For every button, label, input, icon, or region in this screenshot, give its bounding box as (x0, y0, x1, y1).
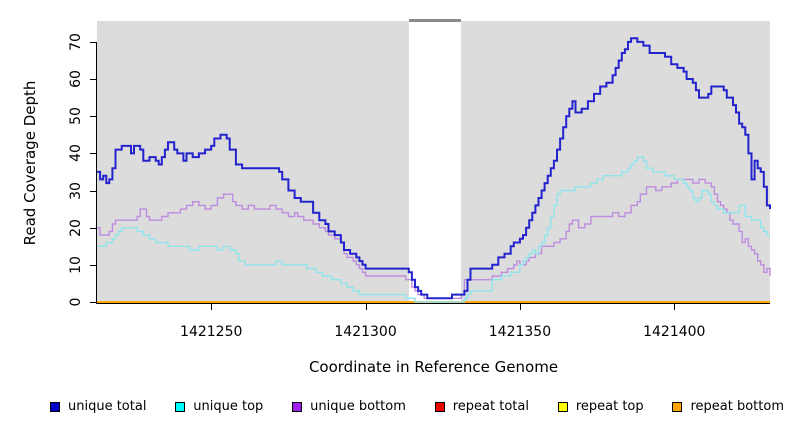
y-tick (90, 153, 96, 155)
y-tick (90, 190, 96, 192)
y-tick-label: 20 (68, 218, 84, 237)
y-tick (90, 264, 96, 266)
y-tick-label: 60 (68, 70, 84, 88)
legend-label: unique total (68, 399, 147, 414)
legend-swatch-icon (50, 401, 60, 412)
legend-item-repeat-total: repeat total (434, 399, 529, 414)
y-axis-title: Read Coverage Depth (21, 80, 39, 246)
y-tick-label: 50 (68, 107, 84, 126)
legend-label: repeat total (452, 399, 529, 414)
legend-item-unique-total: unique total (50, 399, 146, 414)
legend: unique total unique top unique bottom repea… (50, 399, 784, 414)
x-tick-label: 1421400 (643, 324, 706, 340)
x-axis-title: Coordinate in Reference Genome (308, 358, 559, 376)
y-tick (90, 41, 96, 43)
legend-label: unique bottom (310, 399, 406, 414)
no-data-gap-band (408, 21, 462, 303)
y-tick-label: 70 (68, 32, 84, 51)
x-tick (519, 304, 521, 310)
y-tick (90, 79, 96, 81)
legend-item-unique-top: unique top (175, 399, 263, 414)
x-axis-line (96, 303, 770, 304)
no-data-gap-marker (408, 19, 462, 22)
x-tick (674, 304, 676, 310)
x-tick-label: 1421250 (180, 324, 243, 340)
series-line-unique-total (97, 37, 771, 300)
legend-swatch-icon (434, 401, 445, 412)
y-tick-label: 30 (68, 181, 84, 200)
y-tick (90, 227, 96, 229)
legend-swatch-icon (672, 401, 683, 412)
x-tick-label: 1421300 (334, 324, 397, 340)
legend-label: repeat top (575, 399, 644, 414)
legend-swatch-icon (292, 401, 303, 412)
y-axis-line (96, 41, 97, 303)
y-tick (90, 116, 96, 118)
x-tick (365, 304, 367, 310)
y-tick (90, 302, 96, 303)
legend-item-unique-bottom: unique bottom (292, 399, 406, 414)
legend-label: repeat bottom (690, 399, 784, 414)
series-line-unique-top (97, 156, 770, 303)
series-line-unique-bottom (97, 178, 771, 299)
y-tick-label: 0 (68, 297, 84, 307)
x-tick (211, 304, 213, 310)
legend-label: unique top (193, 399, 264, 414)
x-tick-label: 1421350 (488, 324, 552, 340)
legend-swatch-icon (175, 401, 186, 412)
legend-item-repeat-bottom: repeat bottom (672, 399, 784, 414)
legend-swatch-icon (557, 401, 568, 412)
y-tick-label: 40 (68, 144, 84, 163)
legend-item-repeat-top: repeat top (557, 399, 644, 414)
y-tick-label: 10 (68, 255, 84, 274)
